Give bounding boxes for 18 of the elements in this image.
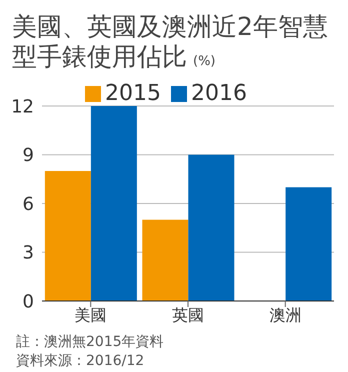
bar — [90, 106, 137, 301]
bar — [142, 220, 188, 301]
bar — [44, 171, 91, 301]
y-tick-label: 6 — [22, 194, 34, 215]
x-tick-label: 澳洲 — [269, 305, 302, 324]
y-axis-title: (%) — [193, 54, 216, 69]
y-tick-label: 9 — [22, 145, 34, 166]
y-tick-label: 0 — [22, 291, 34, 312]
bar — [188, 154, 234, 301]
x-tick-label: 美國 — [74, 305, 107, 324]
y-tick-label: 3 — [22, 242, 34, 264]
legend-label: 2016 — [191, 81, 247, 106]
source-note: 資料來源：2016/12 — [16, 352, 146, 371]
text: 註：澳洲無2015年資料 — [16, 333, 165, 352]
y-tick-label: 12 — [11, 96, 34, 118]
legend-label: 2015 — [105, 81, 161, 106]
bar — [286, 187, 332, 301]
x-tick-label: 英國 — [172, 305, 204, 324]
